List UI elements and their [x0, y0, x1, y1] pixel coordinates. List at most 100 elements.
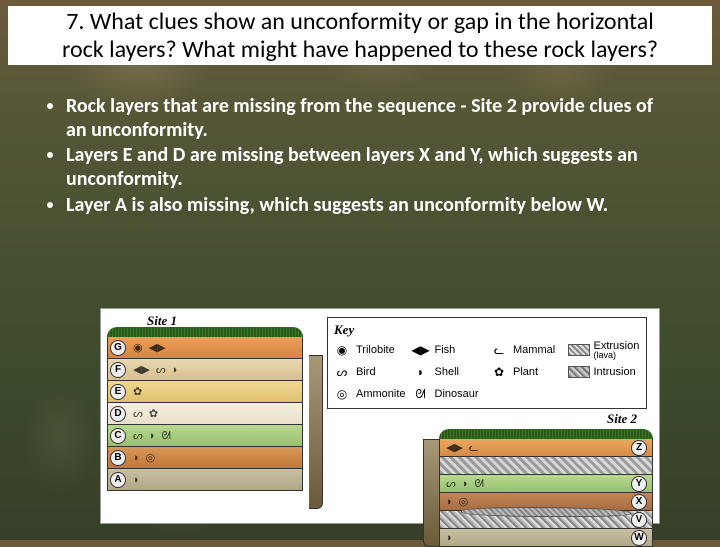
ammonite-icon: ◎ [459, 495, 469, 508]
shell-icon: ◗ [462, 477, 469, 490]
answer-text: Layer A is also missing, which suggests … [66, 193, 608, 217]
question-text: 7. What clues show an unconformity or ga… [8, 6, 712, 65]
key-item: ◉Trilobite [332, 340, 407, 360]
shell-icon: ◗ [411, 365, 431, 379]
layer-badge: B [110, 450, 126, 466]
key-item: Intrusion [568, 362, 643, 382]
shell-icon: ◗ [446, 495, 453, 508]
bird-icon: ᔕ [332, 365, 352, 379]
key-item: ᘛ Dinosaur [411, 384, 486, 404]
site-2: Site 2 ◀▶ ᓚ Z ᔕ ◗ ᘛ Y ◗ ◎ X [439, 429, 653, 547]
geology-diagram: Site 1 G ◉ ◀▶ F ◀▶ ᔕ ◗ E ✿ D ᔕ [100, 308, 660, 524]
site-1-label: Site 1 [147, 313, 177, 329]
soil-cutaway-icon [423, 439, 439, 547]
key-label: Shell [435, 366, 459, 378]
layer-badge: C [110, 428, 126, 444]
shell-icon: ◗ [149, 429, 156, 442]
site-2-label: Site 2 [607, 411, 637, 427]
key-label: Fish [435, 344, 456, 356]
fossil-row: ᔕ ✿ [129, 407, 302, 420]
layer-badge: Z [631, 440, 647, 456]
layer-badge: F [110, 362, 126, 378]
trilobite-icon: ◉ [133, 341, 143, 354]
fossil-row: ◗ [129, 473, 302, 486]
bird-icon: ᔕ [156, 363, 166, 376]
layer-w: ◗ W [439, 529, 653, 547]
fossil-row: ◗ ◎ [129, 451, 302, 464]
shell-icon: ◗ [133, 473, 140, 486]
layer-badge: W [631, 530, 647, 546]
shell-icon: ◗ [446, 531, 453, 544]
plant-icon: ✿ [133, 385, 142, 398]
grass-icon [107, 327, 303, 337]
intrusion-shape-icon [461, 507, 631, 517]
layer-badge: X [631, 494, 647, 510]
layer-a: A ◗ [107, 469, 303, 491]
layer-badge: E [110, 384, 126, 400]
extrusion-swatch-icon [568, 344, 590, 356]
key-item: ᓚ Mammal [489, 340, 564, 360]
mammal-icon: ᓚ [489, 343, 509, 357]
layer-g: G ◉ ◀▶ [107, 337, 303, 359]
site-1: Site 1 G ◉ ◀▶ F ◀▶ ᔕ ◗ E ✿ D ᔕ [107, 327, 303, 491]
answer-item: Layers E and D are missing between layer… [66, 144, 676, 191]
key-item: ᔕ Bird [332, 362, 407, 382]
key-label: Ammonite [356, 388, 406, 400]
bird-icon: ᔕ [446, 477, 456, 490]
grass-icon [439, 429, 653, 439]
key-label: Mammal [513, 344, 555, 356]
key-item: ✿ Plant [489, 362, 564, 382]
answer-item: Rock layers that are missing from the se… [66, 95, 676, 142]
plant-icon: ✿ [149, 407, 158, 420]
layer-badge: A [110, 472, 126, 488]
key-label: Dinosaur [435, 388, 479, 400]
fossil-row: ✿ [129, 385, 302, 398]
mammal-icon: ᓚ [469, 441, 478, 454]
layer-z: ◀▶ ᓚ Z [439, 439, 653, 457]
key-label: Extrusion(lava) [594, 340, 640, 360]
layer-y: ᔕ ◗ ᘛ Y [439, 475, 653, 493]
fish-icon: ◀▶ [149, 341, 166, 354]
key-item: ◀▶ Fish [411, 340, 486, 360]
answer-text: Layers E and D are missing between layer… [66, 143, 638, 191]
key-label: Intrusion [594, 366, 636, 378]
layer-badge: V [631, 512, 647, 528]
key-label: Bird [356, 366, 376, 378]
ammonite-icon: ◎ [146, 451, 156, 464]
fossil-row: ◗ [440, 531, 629, 544]
shell-icon: ◗ [133, 451, 140, 464]
key-item: ◎Ammonite [332, 384, 407, 404]
extrusion-layer [439, 457, 653, 475]
legend-key: Key ◉Trilobite ◀▶ Fish ᓚ Mammal Extrusion(… [327, 317, 647, 409]
answer-text: Rock layers that are missing from the se… [66, 94, 653, 142]
question-line-1: 7. What clues show an unconformity or ga… [66, 7, 653, 36]
key-label: Plant [513, 366, 538, 378]
shell-icon: ◗ [172, 363, 179, 376]
dinosaur-icon: ᘛ [474, 477, 483, 491]
key-item: Extrusion(lava) [568, 340, 643, 360]
layer-c: C ᔕ ◗ ᘛ [107, 425, 303, 447]
fish-icon: ◀▶ [411, 343, 431, 357]
key-title: Key [334, 322, 354, 338]
intrusion-swatch-icon [568, 366, 590, 378]
answer-list: Rock layers that are missing from the se… [44, 95, 676, 217]
question-line-2: rock layers? What might have happened to… [62, 35, 658, 64]
fossil-row: ◀▶ ᓚ [440, 441, 629, 454]
fossil-row: ᔕ ◗ ᘛ [440, 477, 629, 491]
layer-e: E ✿ [107, 381, 303, 403]
key-grid: ◉Trilobite ◀▶ Fish ᓚ Mammal Extrusion(lava… [332, 340, 642, 404]
soil-cutaway-icon [309, 355, 323, 509]
dinosaur-icon: ᘛ [161, 429, 170, 443]
key-item: ◗ Shell [411, 362, 486, 382]
layer-badge: G [110, 340, 126, 356]
slide-content: 7. What clues show an unconformity or ga… [0, 0, 720, 217]
layer-f: F ◀▶ ᔕ ◗ [107, 359, 303, 381]
plant-icon: ✿ [489, 365, 509, 379]
key-label: Trilobite [356, 344, 395, 356]
fossil-row: ◀▶ ᔕ ◗ [129, 363, 302, 376]
intrusion-layer: V [439, 511, 653, 529]
fossil-row: ᔕ ◗ ᘛ [129, 429, 302, 443]
bird-icon: ᔕ [133, 407, 143, 420]
dinosaur-icon: ᘛ [411, 387, 431, 401]
fish-icon: ◀▶ [133, 363, 150, 376]
